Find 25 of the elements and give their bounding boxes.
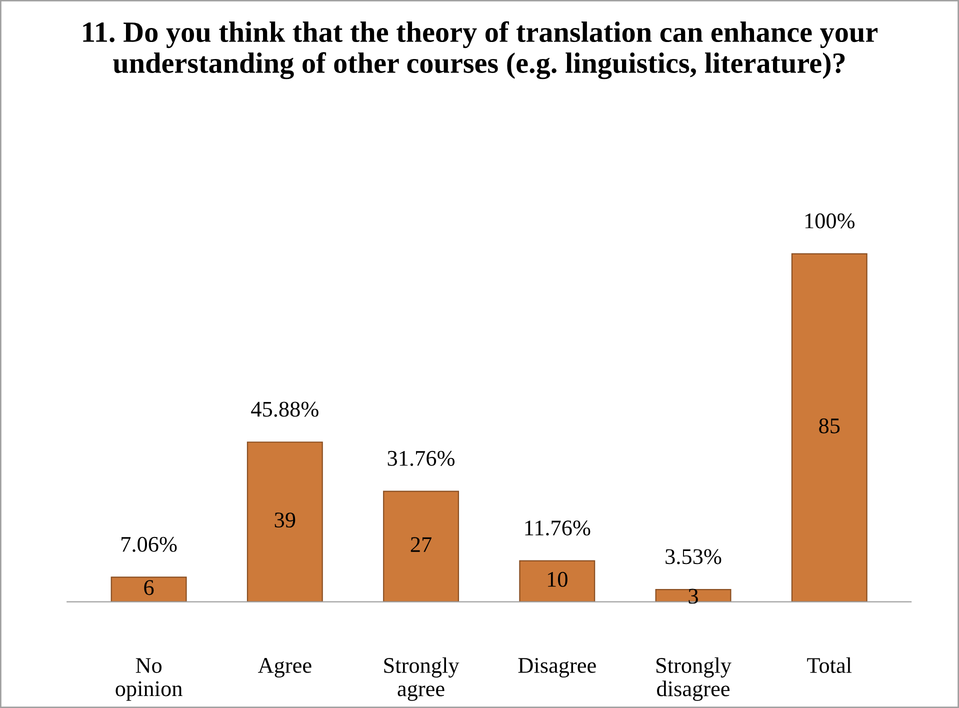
annotation: 31.76% (388, 450, 455, 466)
bar (110, 576, 187, 602)
x-tick-label: Disagree (518, 658, 596, 678)
chart-title: 11. Do you think that the theory of translation can enhance your understanding of other courses (e.g. linguistics, literature)? (83, 21, 878, 80)
bar (655, 588, 732, 602)
bar (383, 490, 460, 602)
data-label: 27 (410, 537, 432, 552)
bar (246, 442, 323, 602)
x-tick-label: No opinion (116, 658, 182, 701)
bar (519, 560, 596, 602)
annotation: 45.88% (251, 402, 318, 417)
annotation: 7.06% (122, 536, 177, 552)
x-tick-label: Agree (258, 658, 312, 678)
x-tick-label: Strongly disagree (656, 657, 732, 701)
data-label: 39 (274, 512, 296, 528)
data-label: 85 (819, 418, 840, 434)
x-tick-label: Strongly agree (384, 657, 460, 701)
x-tick-label: Total (807, 657, 852, 673)
annotation: 11.76% (525, 520, 590, 536)
annotation: 3.53% (666, 549, 722, 564)
data-label: 10 (548, 572, 568, 587)
data-label: 3 (688, 588, 698, 604)
bar (791, 253, 868, 602)
data-label: 6 (144, 580, 154, 596)
annotation: 100% (805, 213, 855, 228)
